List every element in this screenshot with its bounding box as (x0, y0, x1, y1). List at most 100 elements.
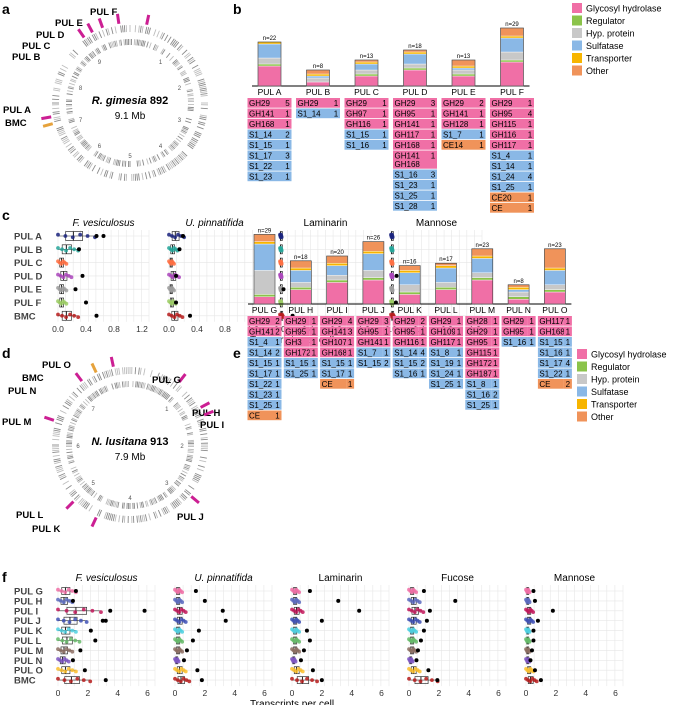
gene-count: 1 (384, 349, 389, 358)
gene-count: 1 (566, 338, 571, 347)
gene-count: 1 (382, 131, 387, 140)
bar-segment (290, 261, 311, 268)
gene-name: GH117 (492, 141, 517, 150)
outlier-point (224, 619, 228, 623)
legend-label: Regulator (591, 362, 630, 372)
bar-segment (452, 70, 475, 74)
genome-position-label: 6 (98, 144, 102, 150)
outlier-point (185, 648, 189, 652)
bmc-label: BMC (5, 118, 27, 129)
gene-count: 1 (420, 328, 425, 337)
legend-label: Other (591, 412, 614, 422)
gene-count: 1 (493, 401, 498, 410)
axis-tick-label: 2 (202, 688, 207, 698)
data-point (535, 680, 539, 684)
gene-count: 1 (528, 99, 533, 108)
gene-count: 1 (348, 349, 353, 358)
outlier-point (108, 609, 112, 613)
gene-count: 1 (431, 131, 436, 140)
bar-total-label: n=13 (457, 54, 471, 60)
outlier-point (299, 658, 303, 662)
outlier-point (308, 639, 312, 643)
data-point (73, 618, 77, 622)
bar-segment (363, 251, 384, 253)
gene-name: CE (322, 380, 333, 389)
bar-segment (355, 64, 378, 70)
outlier-point (182, 658, 186, 662)
legend-label: Sulfatase (591, 387, 629, 397)
gene-name: GH29 (322, 317, 343, 326)
outlier-point (102, 234, 106, 238)
gene-count: 1 (431, 202, 436, 211)
gene-name: GH115 (467, 349, 492, 358)
gene-count: 1 (493, 359, 498, 368)
gene-name: GH95 (394, 328, 415, 337)
data-point (181, 315, 185, 319)
bar-total-label: n=22 (263, 36, 277, 42)
outlier-point (422, 629, 426, 633)
gene-name: GH29 (503, 317, 524, 326)
gene-name: S1_4 (492, 152, 511, 161)
data-point (418, 670, 422, 674)
legend-swatch (572, 41, 582, 51)
gene-name: S1_22 (539, 370, 563, 379)
axis-tick-label: 6 (613, 688, 618, 698)
bar-segment (436, 268, 457, 282)
gene-name: CE20 (492, 194, 513, 203)
panel-label-f: f (2, 569, 7, 585)
gene-count: 1 (457, 359, 462, 368)
outlier-point (143, 609, 147, 613)
data-point (413, 678, 417, 682)
bar-segment (501, 38, 524, 52)
gene-name: GH109 (431, 328, 457, 337)
gene-name: GH29 (285, 317, 306, 326)
legend-swatch (572, 16, 582, 26)
gene-count: 1 (312, 370, 317, 379)
outlier-point (539, 678, 543, 682)
gene-count: 4 (528, 110, 533, 119)
gene-count: 1 (479, 110, 484, 119)
gene-name: S1_25 (467, 401, 491, 410)
axis-tick-label: 6 (262, 688, 267, 698)
gene-count: 1 (348, 380, 353, 389)
gene-name: GH141 (358, 338, 384, 347)
legend-label: Glycosyl hydrolase (586, 4, 662, 14)
genome-position-label: 5 (92, 481, 96, 487)
bar-total-label: n=13 (360, 54, 374, 60)
gene-name: S1_16 (539, 349, 563, 358)
data-point (90, 609, 94, 613)
gene-name: GH29 (431, 317, 452, 326)
pul-label: PUL B (12, 52, 40, 63)
outlier-point (188, 314, 192, 318)
outlier-point (104, 678, 108, 682)
gene-count: 2 (275, 328, 280, 337)
data-point (72, 314, 76, 318)
data-point (421, 610, 425, 614)
gene-name: GH168 (395, 141, 421, 150)
gene-name: GH29 (298, 99, 319, 108)
data-point (310, 678, 314, 682)
pul-label: PUL J (177, 512, 204, 523)
bar-category-label: PUL H (288, 305, 313, 315)
legend-item: Sulfatase (577, 387, 629, 398)
bar-segment (258, 58, 281, 64)
pul-marker (99, 18, 102, 27)
data-point (56, 246, 60, 250)
gene-name: S1_14 (249, 131, 273, 140)
gene-name: S1_24 (431, 370, 455, 379)
data-point (70, 629, 74, 633)
outlier-point (551, 609, 555, 613)
pul-label: PUL K (32, 524, 60, 535)
data-point (64, 249, 68, 253)
data-point (56, 637, 60, 641)
data-point (72, 247, 76, 251)
data-point (63, 234, 67, 238)
gene-name: GH141 (395, 120, 421, 129)
bar-segment (363, 280, 384, 304)
outlier-point (428, 609, 432, 613)
gene-count: 1 (528, 194, 533, 203)
gene-count: 1 (431, 152, 436, 161)
bar-segment (290, 290, 311, 304)
bar-segment (544, 249, 565, 268)
